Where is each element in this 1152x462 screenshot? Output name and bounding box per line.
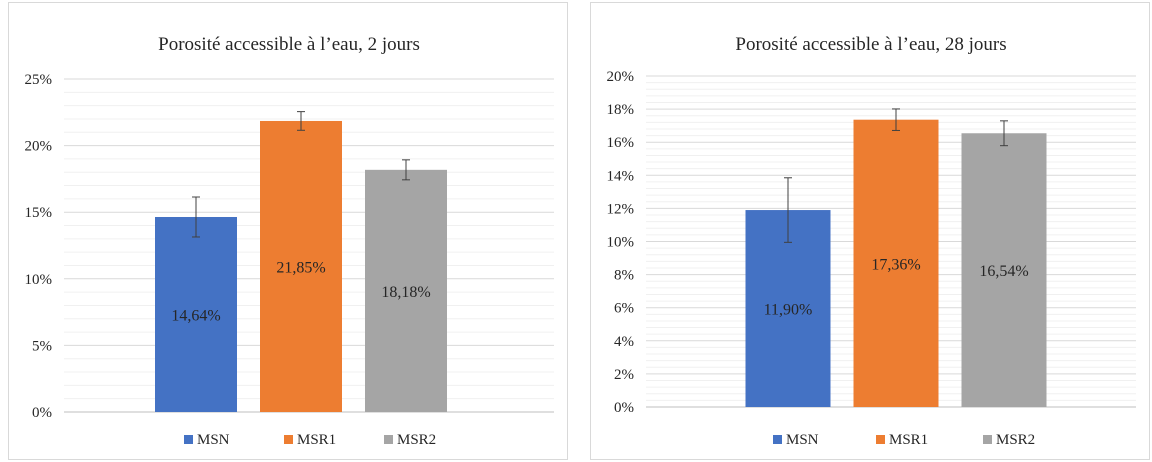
- y-tick-label: 25%: [25, 72, 53, 88]
- chart-2-jours: Porosité accessible à l’eau, 2 jours 0% 5…: [25, 34, 554, 448]
- y-tick-label: 6%: [614, 301, 634, 317]
- y-tick-label: 12%: [607, 201, 635, 217]
- y-tick-label: 5%: [32, 338, 52, 354]
- data-label: 21,85%: [276, 259, 325, 276]
- legend-swatch: [773, 435, 782, 444]
- data-label: 11,90%: [764, 302, 813, 319]
- y-tick-label: 0%: [32, 405, 52, 421]
- y-tick-label: 16%: [607, 135, 635, 151]
- chart-title: Porosité accessible à l’eau, 2 jours: [158, 34, 420, 55]
- legend-label: MSN: [197, 432, 230, 448]
- legend-label: MSR2: [397, 432, 436, 448]
- y-tick-label: 8%: [614, 268, 634, 284]
- legend-swatch: [384, 435, 393, 444]
- data-label: 17,36%: [871, 256, 920, 273]
- bar-msn: [155, 216, 237, 412]
- legend-label: MSR1: [297, 432, 336, 448]
- y-tick-label: 2%: [614, 367, 634, 383]
- data-label: 16,54%: [979, 263, 1028, 280]
- legend-swatch: [983, 435, 992, 444]
- y-tick-label: 10%: [25, 272, 53, 288]
- data-label: 14,64%: [171, 307, 220, 324]
- bar-msr1: [260, 120, 342, 412]
- chart-28-jours: Porosité accessible à l’eau, 28 jours 0%…: [607, 34, 1136, 448]
- bar-msr1: [853, 119, 939, 407]
- data-label: 18,18%: [381, 284, 430, 301]
- chart-panel-28-jours: Porosité accessible à l’eau, 28 jours 0%…: [590, 2, 1150, 460]
- legend-label: MSR1: [889, 432, 928, 448]
- y-tick-label: 0%: [614, 400, 634, 416]
- legend-swatch: [284, 435, 293, 444]
- y-tick-label: 18%: [607, 102, 635, 118]
- chart-panel-2-jours: Porosité accessible à l’eau, 2 jours 0% 5…: [8, 2, 568, 460]
- y-tick-label: 20%: [25, 139, 53, 155]
- bar-msr2: [365, 169, 447, 412]
- legend-label: MSR2: [996, 432, 1035, 448]
- bar-msn: [745, 210, 831, 407]
- bar-msr2: [961, 133, 1047, 407]
- y-tick-label: 10%: [607, 235, 635, 251]
- legend-label: MSN: [786, 432, 819, 448]
- y-tick-label: 4%: [614, 334, 634, 350]
- y-tick-label: 14%: [607, 168, 635, 184]
- legend-swatch: [876, 435, 885, 444]
- legend-swatch: [184, 435, 193, 444]
- y-tick-label: 15%: [25, 205, 53, 221]
- chart-title: Porosité accessible à l’eau, 28 jours: [735, 34, 1006, 55]
- y-tick-label: 20%: [607, 69, 635, 85]
